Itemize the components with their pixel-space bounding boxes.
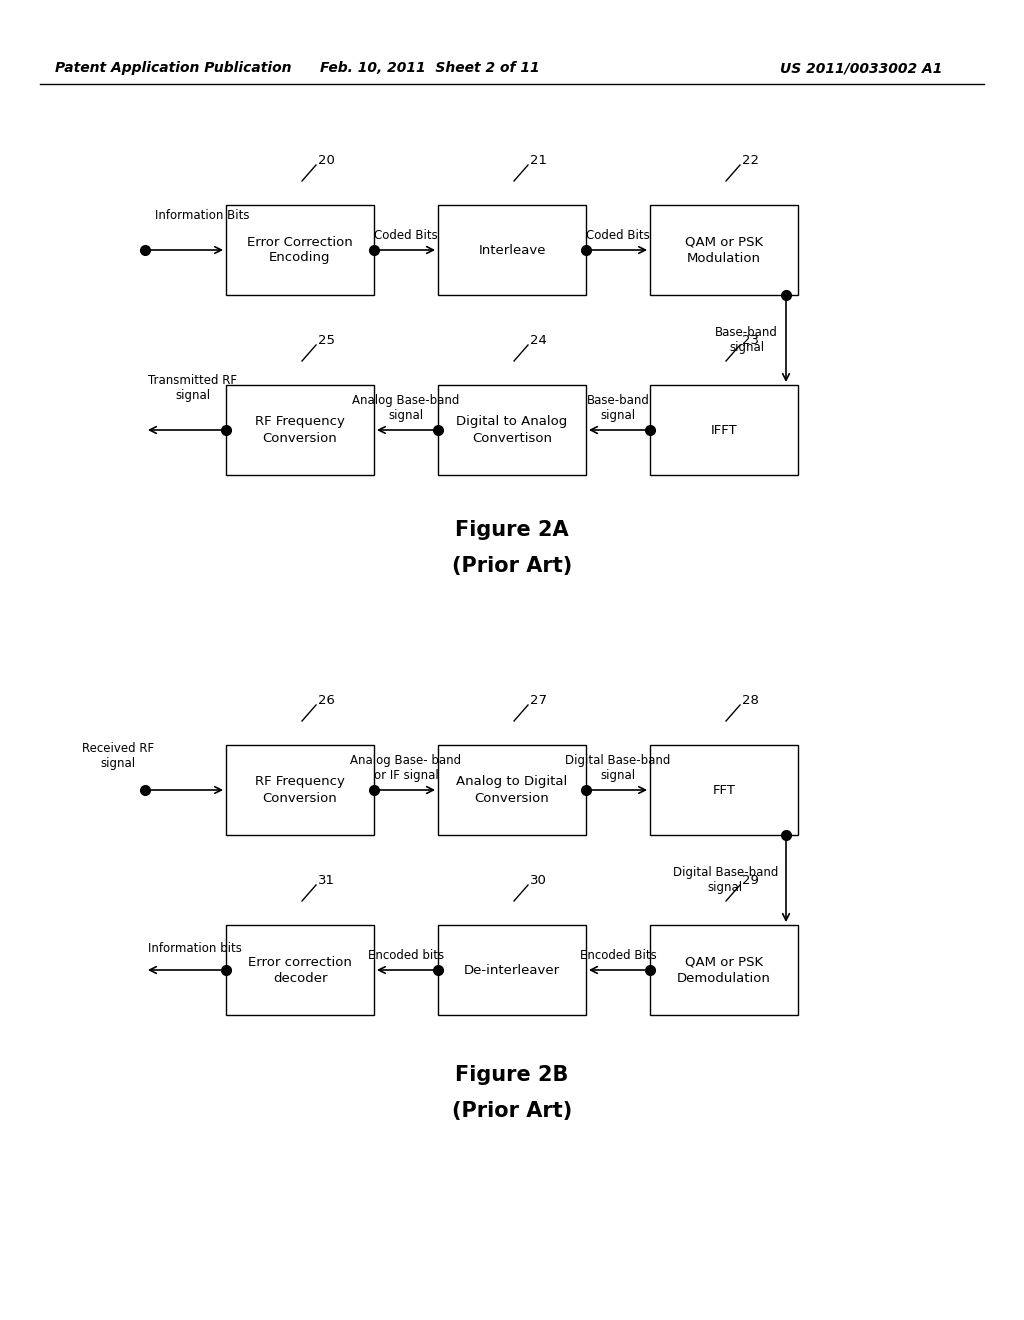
Text: Received RF
signal: Received RF signal (82, 742, 154, 770)
Text: Interleave: Interleave (478, 243, 546, 256)
Text: Digital to Analog
Convertison: Digital to Analog Convertison (457, 416, 567, 445)
Bar (438, 925, 586, 1015)
Text: 26: 26 (318, 694, 335, 708)
Text: 27: 27 (530, 694, 547, 708)
Text: Analog Base- band
or IF signal: Analog Base- band or IF signal (350, 754, 462, 781)
Text: 29: 29 (742, 874, 759, 887)
Text: QAM or PSK
Demodulation: QAM or PSK Demodulation (677, 956, 771, 985)
Text: Analog to Digital
Conversion: Analog to Digital Conversion (457, 776, 567, 804)
Text: Information bits: Information bits (148, 942, 242, 954)
Text: Encoded bits: Encoded bits (368, 949, 444, 962)
Text: IFFT: IFFT (711, 424, 737, 437)
Text: Coded Bits: Coded Bits (586, 228, 650, 242)
Text: De-interleaver: De-interleaver (464, 964, 560, 977)
Text: Figure 2B: Figure 2B (456, 1065, 568, 1085)
Bar (438, 205, 586, 294)
Text: 21: 21 (530, 154, 547, 168)
Text: Information Bits: Information Bits (155, 209, 250, 222)
Text: Base-band
signal: Base-band signal (715, 326, 778, 354)
Text: Digital Base-band
signal: Digital Base-band signal (673, 866, 778, 894)
Bar (438, 744, 586, 836)
Text: Base-band
signal: Base-band signal (587, 393, 649, 422)
Text: RF Frequency
Conversion: RF Frequency Conversion (255, 776, 345, 804)
Bar (226, 925, 374, 1015)
Text: Encoded Bits: Encoded Bits (580, 949, 656, 962)
Text: 23: 23 (742, 334, 759, 347)
Bar (226, 205, 374, 294)
Text: Coded Bits: Coded Bits (374, 228, 438, 242)
Text: Patent Application Publication: Patent Application Publication (55, 61, 292, 75)
Text: QAM or PSK
Modulation: QAM or PSK Modulation (685, 235, 763, 264)
Text: Analog Base-band
signal: Analog Base-band signal (352, 393, 460, 422)
Text: Error Correction
Encoding: Error Correction Encoding (247, 235, 353, 264)
Text: Figure 2A: Figure 2A (456, 520, 568, 540)
Text: FFT: FFT (713, 784, 735, 796)
Bar (438, 385, 586, 475)
Bar (650, 205, 798, 294)
Text: US 2011/0033002 A1: US 2011/0033002 A1 (780, 61, 942, 75)
Text: 22: 22 (742, 154, 759, 168)
Text: 24: 24 (530, 334, 547, 347)
Text: Digital Base-band
signal: Digital Base-band signal (565, 754, 671, 781)
Text: (Prior Art): (Prior Art) (452, 556, 572, 576)
Text: 25: 25 (318, 334, 335, 347)
Bar (226, 385, 374, 475)
Text: 28: 28 (742, 694, 759, 708)
Text: 20: 20 (318, 154, 335, 168)
Text: Transmitted RF
signal: Transmitted RF signal (148, 374, 237, 403)
Text: RF Frequency
Conversion: RF Frequency Conversion (255, 416, 345, 445)
Text: Error correction
decoder: Error correction decoder (248, 956, 352, 985)
Bar (650, 744, 798, 836)
Text: 30: 30 (530, 874, 547, 887)
Bar (650, 925, 798, 1015)
Text: 31: 31 (318, 874, 335, 887)
Bar (226, 744, 374, 836)
Text: (Prior Art): (Prior Art) (452, 1101, 572, 1121)
Bar (650, 385, 798, 475)
Text: Feb. 10, 2011  Sheet 2 of 11: Feb. 10, 2011 Sheet 2 of 11 (321, 61, 540, 75)
